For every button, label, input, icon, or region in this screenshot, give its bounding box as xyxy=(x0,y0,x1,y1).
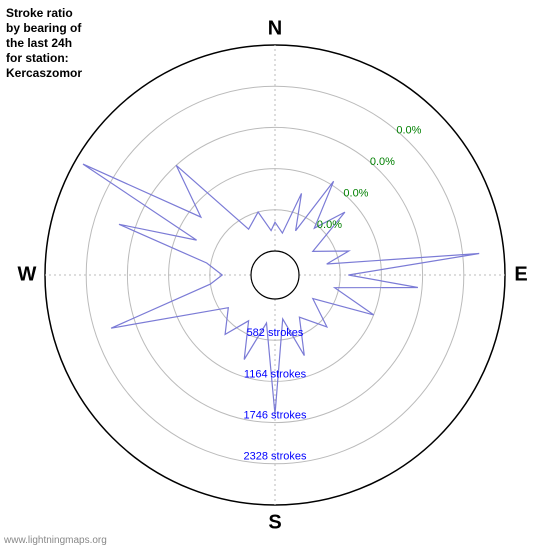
ring-label-strokes: 1746 strokes xyxy=(244,410,307,422)
center-circle xyxy=(251,251,299,299)
cardinal-s: S xyxy=(268,511,281,533)
ring-label-percent: 0.0% xyxy=(396,124,421,136)
cardinal-n: N xyxy=(268,17,282,39)
ring-label-strokes: 2328 strokes xyxy=(244,451,307,463)
footer-attribution: www.lightningmaps.org xyxy=(4,535,107,546)
ring-label-percent: 0.0% xyxy=(317,219,342,231)
cardinal-w: W xyxy=(18,263,37,285)
ring-label-strokes: 1164 strokes xyxy=(244,368,307,380)
ring-labels-percent: 0.0% 0.0% 0.0% 0.0% xyxy=(317,124,422,231)
ring-label-strokes: 582 strokes xyxy=(247,327,304,339)
polar-chart: N E S W 0.0% 0.0% 0.0% 0.0% 582 strokes 1164 st… xyxy=(0,0,550,550)
ring-label-percent: 0.0% xyxy=(343,187,368,199)
cardinal-e: E xyxy=(514,263,527,285)
ring-label-percent: 0.0% xyxy=(370,156,395,168)
